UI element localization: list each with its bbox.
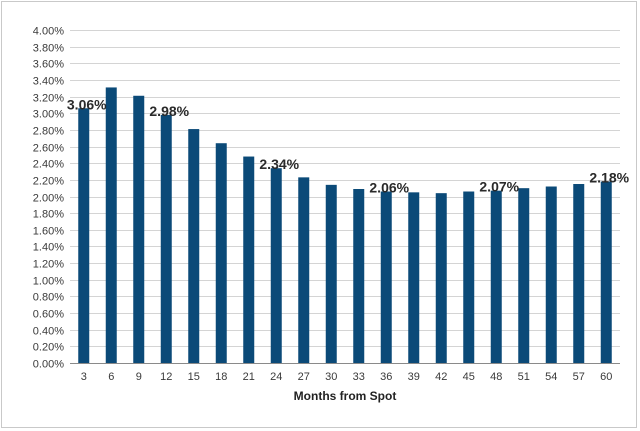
bar-21 — [243, 156, 255, 363]
y-tick-label: 1.00% — [33, 276, 64, 288]
x-tick-label: 48 — [490, 371, 502, 383]
x-tick-label: 9 — [136, 371, 142, 383]
bar-57 — [573, 184, 585, 363]
y-tick-label: 2.20% — [33, 176, 64, 188]
x-tick-label: 39 — [408, 371, 420, 383]
x-tick-label: 51 — [518, 371, 530, 383]
y-tick-label: 2.40% — [33, 159, 64, 171]
y-axis-tick-labels: 0.00% 0.20% 0.40% 0.60% 0.80% 1.00% 1.20% 1.40%… — [33, 26, 64, 371]
data-label-12: 2.98% — [149, 103, 189, 119]
bar-9 — [133, 95, 145, 363]
x-tick-label: 18 — [215, 371, 227, 383]
x-tick-label: 6 — [108, 371, 114, 383]
bar-42 — [435, 193, 447, 363]
x-tick-label: 45 — [463, 371, 475, 383]
x-tick-label: 54 — [545, 371, 557, 383]
bar-51 — [518, 188, 530, 363]
y-tick-label: 1.20% — [33, 259, 64, 271]
y-tick-label: 0.00% — [33, 359, 64, 371]
y-tick-label: 3.60% — [33, 59, 64, 71]
y-tick-label: 3.20% — [33, 93, 64, 105]
data-label-36: 2.06% — [369, 180, 409, 196]
y-tick-label: 1.60% — [33, 226, 64, 238]
x-tick-label: 36 — [380, 371, 392, 383]
y-tick-label: 2.60% — [33, 143, 64, 155]
x-tick-label: 30 — [325, 371, 337, 383]
bar-6 — [105, 87, 117, 363]
x-tick-label: 24 — [270, 371, 282, 383]
bar-30 — [325, 184, 337, 363]
y-tick-label: 0.80% — [33, 292, 64, 304]
x-tick-label: 12 — [160, 371, 172, 383]
x-tick-label: 27 — [298, 371, 310, 383]
data-labels: 3.06% 2.98% 2.34% 2.06% 2.07% 2.18% — [67, 96, 630, 195]
y-tick-label: 0.40% — [33, 326, 64, 338]
bar-3 — [78, 108, 90, 363]
bar-24 — [270, 168, 282, 363]
data-label-3: 3.06% — [67, 96, 107, 112]
y-tick-label: 3.00% — [33, 109, 64, 121]
bar-27 — [298, 177, 310, 363]
y-tick-label: 0.20% — [33, 342, 64, 354]
y-tick-label: 3.40% — [33, 76, 64, 88]
y-tick-label: 4.00% — [33, 26, 64, 38]
bar-12 — [160, 114, 172, 363]
x-axis-title: Months from Spot — [294, 389, 397, 403]
data-label-60: 2.18% — [589, 170, 629, 186]
x-tick-label: 21 — [243, 371, 255, 383]
y-tick-label: 0.60% — [33, 309, 64, 321]
bars — [78, 87, 612, 363]
bar-48 — [490, 190, 502, 363]
x-tick-label: 42 — [435, 371, 447, 383]
x-tick-label: 33 — [353, 371, 365, 383]
bar-39 — [408, 192, 420, 363]
y-tick-label: 2.80% — [33, 126, 64, 138]
x-tick-label: 60 — [600, 371, 612, 383]
bar-18 — [215, 143, 227, 363]
bar-15 — [188, 129, 200, 363]
bar-60 — [600, 181, 612, 363]
gridlines — [70, 30, 620, 364]
x-axis-tick-labels: 3 6 9 12 15 18 21 24 27 30 33 36 39 42 45 48 51 54 57 60 — [81, 371, 613, 383]
bar-36 — [380, 191, 392, 363]
x-tick-label: 3 — [81, 371, 87, 383]
x-tick-label: 15 — [188, 371, 200, 383]
bar-45 — [463, 191, 475, 363]
bar-54 — [545, 186, 557, 363]
y-tick-label: 1.80% — [33, 209, 64, 221]
x-tick-label: 57 — [573, 371, 585, 383]
y-tick-label: 3.80% — [33, 43, 64, 55]
data-label-48: 2.07% — [479, 179, 519, 195]
y-tick-label: 2.00% — [33, 193, 64, 205]
bar-33 — [353, 189, 365, 363]
y-tick-label: 1.40% — [33, 242, 64, 254]
data-label-24: 2.34% — [259, 156, 299, 172]
